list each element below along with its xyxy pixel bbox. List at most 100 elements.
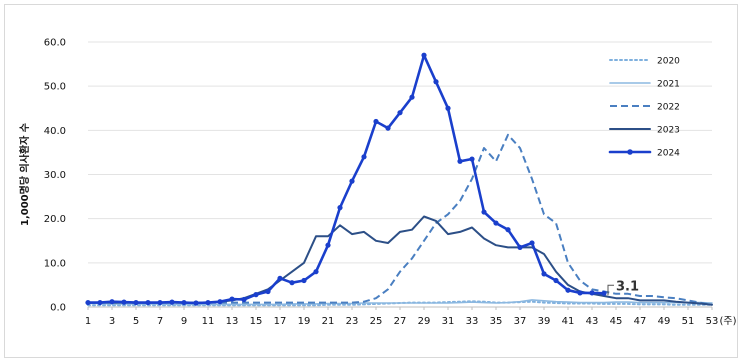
y-tick-label: 40.0 [44, 126, 66, 137]
data-point-2024 [277, 275, 283, 281]
x-tick-label: 27 [394, 316, 407, 327]
data-point-2024 [301, 277, 307, 284]
x-tick-label: 53 [706, 316, 719, 327]
legend-label-2024: 2024 [657, 149, 680, 159]
x-tick-label: 37 [514, 316, 527, 327]
x-tick-label: 47 [634, 316, 647, 327]
data-point-2024 [145, 299, 151, 306]
data-point-2024 [349, 178, 355, 184]
data-point-2024 [433, 79, 439, 85]
series-2024 [85, 52, 607, 306]
data-point-2024 [157, 299, 163, 306]
grid-lines [88, 41, 712, 264]
x-tick-label: 33 [466, 316, 479, 327]
x-tick-label: 25 [370, 316, 383, 327]
data-point-2024 [565, 287, 571, 293]
data-point-2024 [409, 94, 415, 100]
data-point-2024 [229, 296, 235, 302]
data-point-2024 [325, 242, 331, 248]
annotation-bracket [607, 284, 614, 296]
data-point-2024 [481, 209, 487, 215]
data-point-2024 [193, 300, 199, 306]
data-point-2024 [289, 280, 295, 286]
y-tick-label: 50.0 [44, 82, 66, 93]
legend-label-2023: 2023 [657, 126, 680, 136]
x-tick-label: 51 [682, 316, 695, 327]
legend-item-2022: 2022 [610, 103, 680, 113]
data-point-2024 [313, 269, 319, 275]
x-tick-label: 35 [490, 316, 503, 327]
data-point-2024 [505, 227, 511, 233]
x-tick-label: 19 [298, 316, 311, 327]
x-tick-label: 13 [226, 316, 239, 327]
data-point-2024 [589, 290, 595, 296]
x-tick-label: 15 [250, 316, 263, 327]
x-tick-label: 7 [157, 316, 163, 327]
x-tick-label: 17 [274, 316, 287, 327]
data-point-2024 [601, 290, 607, 296]
data-point-2024 [133, 299, 139, 306]
y-tick-label: 10.0 [44, 258, 66, 269]
data-point-2024 [397, 110, 403, 116]
data-point-2024 [97, 299, 103, 306]
x-tick-label: 9 [181, 316, 187, 327]
data-point-2024 [181, 299, 187, 306]
y-tick-label: 60.0 [44, 38, 66, 49]
data-point-2024 [469, 156, 475, 162]
data-point-2024 [373, 118, 379, 125]
data-point-2024 [109, 299, 115, 305]
data-point-2024 [85, 299, 91, 306]
data-point-2024 [337, 205, 343, 211]
data-point-2024 [169, 299, 175, 305]
data-point-2024 [457, 158, 463, 164]
legend-label-2021: 2021 [657, 80, 680, 90]
x-tick-label: 31 [442, 316, 455, 327]
annotation-callout: 3.1 [607, 279, 639, 296]
legend: 2020 2021 2022 2023 2024 [608, 57, 680, 159]
legend-item-2024: 2024 [608, 149, 680, 159]
x-tick-label: 39 [538, 316, 551, 327]
data-point-2024 [385, 125, 391, 131]
x-axis-unit-label: (주) [719, 316, 736, 327]
x-axis-ticks: 1 3 5 7 9 11 13 15 17 19 21 23 25 27 29 31 33 35 37 39 41 43 4… [85, 307, 719, 327]
legend-marker-2024 [627, 149, 633, 155]
data-point-2024 [529, 240, 535, 246]
data-point-2024 [445, 105, 451, 111]
data-point-2024 [241, 296, 247, 303]
data-point-2024 [253, 292, 259, 298]
data-point-2024 [265, 288, 271, 295]
data-point-2024 [121, 299, 127, 305]
data-point-2024 [553, 277, 559, 284]
legend-label-2020: 2020 [657, 57, 680, 67]
x-tick-label: 11 [202, 316, 215, 327]
data-point-2024 [217, 299, 223, 305]
data-point-2024 [361, 154, 367, 160]
y-tick-label: 30.0 [44, 170, 66, 181]
x-tick-label: 23 [346, 316, 359, 327]
x-tick-label: 29 [418, 316, 431, 327]
data-point-2024 [205, 299, 211, 306]
legend-item-2021: 2021 [609, 80, 680, 90]
legend-item-2023: 2023 [609, 126, 680, 136]
y-axis-ticks: 0.0 10.0 20.0 30.0 40.0 50.0 60.0 [44, 38, 66, 314]
data-point-2024 [493, 220, 499, 226]
x-tick-label: 43 [586, 316, 599, 327]
data-point-2024 [541, 271, 547, 277]
data-point-2024 [577, 290, 583, 296]
y-tick-label: 20.0 [44, 214, 66, 225]
x-tick-label: 41 [562, 316, 575, 327]
data-point-2024 [421, 52, 427, 58]
x-tick-label: 1 [85, 316, 91, 327]
y-tick-label: 0.0 [50, 303, 66, 314]
series-line-2021 [87, 299, 713, 306]
series-group [85, 52, 713, 307]
x-tick-label: 45 [610, 316, 623, 327]
series-line-2024 [86, 53, 606, 305]
x-tick-label: 5 [133, 316, 139, 327]
legend-item-2020: 2020 [609, 57, 680, 67]
legend-label-2022: 2022 [657, 103, 680, 113]
series-2021 [87, 299, 713, 306]
annotation-label: 3.1 [616, 279, 639, 294]
x-tick-label: 3 [109, 316, 115, 327]
